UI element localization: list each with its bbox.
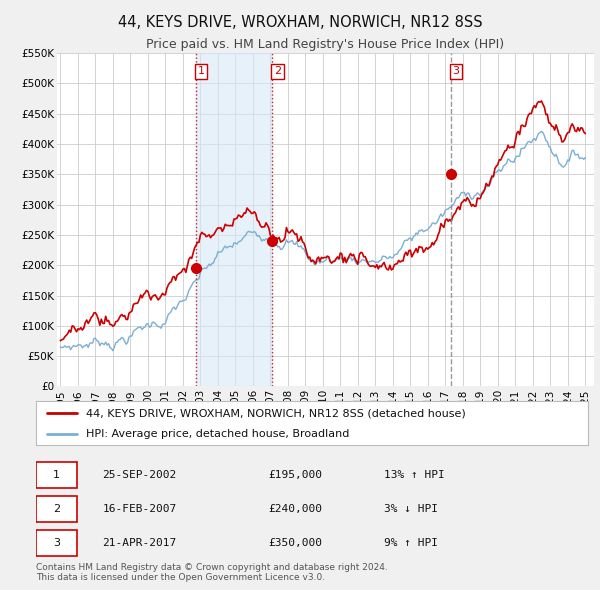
Text: 3% ↓ HPI: 3% ↓ HPI <box>384 504 438 514</box>
Text: 13% ↑ HPI: 13% ↑ HPI <box>384 470 445 480</box>
Text: 3: 3 <box>452 66 460 76</box>
Text: 1: 1 <box>53 470 60 480</box>
Text: £195,000: £195,000 <box>268 470 322 480</box>
Title: Price paid vs. HM Land Registry's House Price Index (HPI): Price paid vs. HM Land Registry's House … <box>146 38 505 51</box>
FancyBboxPatch shape <box>36 530 77 556</box>
Text: 2: 2 <box>274 66 281 76</box>
Text: 1: 1 <box>197 66 205 76</box>
Bar <box>196 53 272 386</box>
Text: 3: 3 <box>53 538 60 548</box>
Text: HPI: Average price, detached house, Broadland: HPI: Average price, detached house, Broa… <box>86 428 349 438</box>
Text: 9% ↑ HPI: 9% ↑ HPI <box>384 538 438 548</box>
Text: £350,000: £350,000 <box>268 538 322 548</box>
Text: £240,000: £240,000 <box>268 504 322 514</box>
Text: Contains HM Land Registry data © Crown copyright and database right 2024.
This d: Contains HM Land Registry data © Crown c… <box>36 563 388 582</box>
Text: 21-APR-2017: 21-APR-2017 <box>102 538 176 548</box>
Text: 16-FEB-2007: 16-FEB-2007 <box>102 504 176 514</box>
Text: 2: 2 <box>53 504 60 514</box>
FancyBboxPatch shape <box>36 496 77 522</box>
Text: 44, KEYS DRIVE, WROXHAM, NORWICH, NR12 8SS: 44, KEYS DRIVE, WROXHAM, NORWICH, NR12 8… <box>118 15 482 30</box>
Text: 25-SEP-2002: 25-SEP-2002 <box>102 470 176 480</box>
Text: 44, KEYS DRIVE, WROXHAM, NORWICH, NR12 8SS (detached house): 44, KEYS DRIVE, WROXHAM, NORWICH, NR12 8… <box>86 408 466 418</box>
FancyBboxPatch shape <box>36 462 77 488</box>
